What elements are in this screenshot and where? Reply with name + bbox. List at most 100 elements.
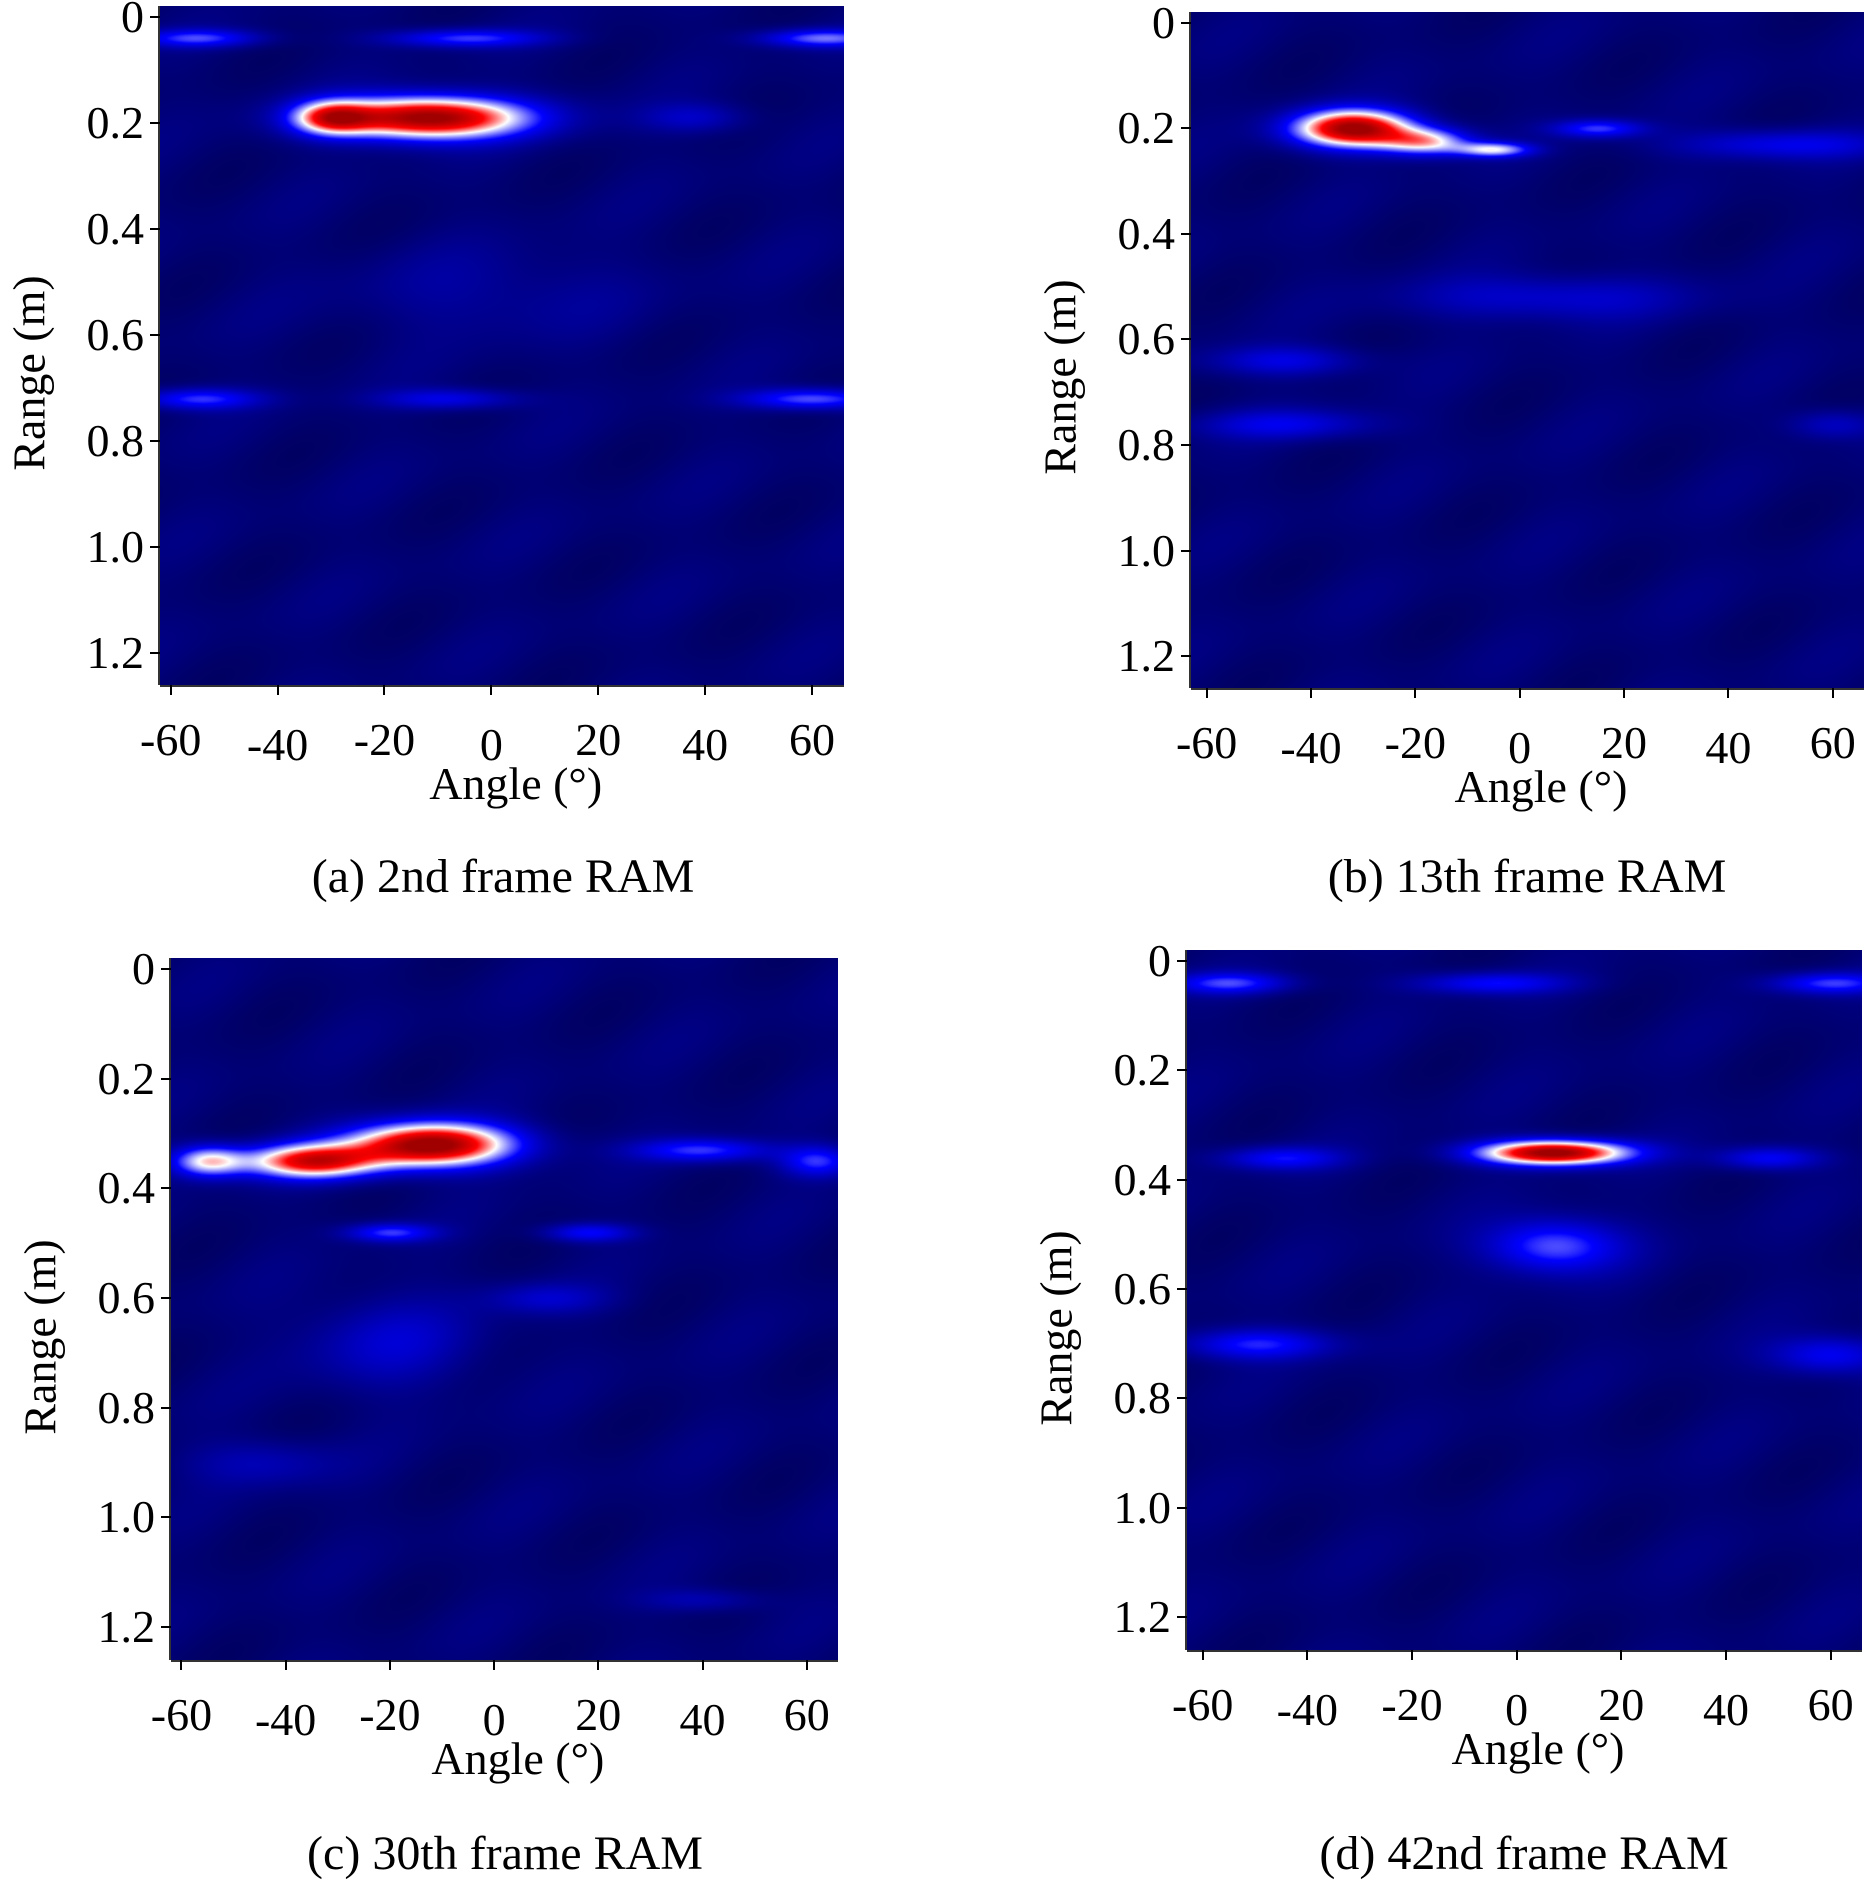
y-tick-mark (161, 967, 171, 970)
x-tick-mark (1724, 1650, 1727, 1660)
x-tick-label: -20 (359, 1689, 421, 1740)
y-axis-label: Range (m) (1030, 1230, 1082, 1426)
y-tick-label: 0.4 (1113, 1153, 1172, 1205)
y-tick-mark (161, 1187, 171, 1190)
y-tick-mark (161, 1297, 171, 1300)
x-tick-label: 0 (1505, 1684, 1529, 1735)
caption: (a) 2nd frame RAM (311, 850, 695, 903)
heatmap-canvas (1187, 950, 1862, 1650)
x-tick-mark (493, 1660, 496, 1670)
x-tick-mark (1515, 1650, 1518, 1660)
x-tick-label: -40 (1276, 1684, 1339, 1735)
x-tick-label: 40 (1705, 722, 1752, 773)
x-tick-label: -60 (1172, 1679, 1234, 1730)
y-tick-mark (1181, 444, 1191, 447)
x-axis-line (160, 685, 844, 687)
x-tick-label: 0 (479, 719, 503, 770)
x-tick-mark (1518, 688, 1521, 698)
x-tick-mark (704, 685, 707, 695)
x-tick-label: 60 (1809, 717, 1856, 768)
x-tick-mark (284, 1660, 287, 1670)
x-axis-line (1187, 1650, 1862, 1652)
x-tick-mark (597, 1660, 600, 1670)
x-tick-mark (1306, 1650, 1309, 1660)
x-axis-label: Angle (°) (431, 1733, 605, 1784)
x-tick-label: 60 (1807, 1679, 1854, 1730)
heatmap-canvas (160, 6, 844, 685)
x-tick-mark (1205, 688, 1208, 698)
caption: (b) 13th frame RAM (1327, 850, 1727, 903)
x-tick-mark (1620, 1650, 1623, 1660)
x-tick-label: 20 (1598, 1679, 1645, 1730)
x-tick-mark (1829, 1650, 1832, 1660)
x-tick-label: 0 (1508, 722, 1532, 773)
x-tick-mark (597, 685, 600, 695)
y-tick-label: 1.2 (1113, 1591, 1172, 1643)
y-tick-mark (1177, 1397, 1187, 1400)
y-tick-label: 1.0 (1113, 1481, 1172, 1533)
x-tick-mark (1623, 688, 1625, 698)
x-tick-mark (388, 1660, 391, 1670)
x-tick-label: -40 (1280, 722, 1342, 773)
x-tick-mark (701, 1660, 704, 1670)
x-tick-label: 20 (575, 1689, 622, 1740)
x-tick-label: 40 (1702, 1684, 1749, 1735)
x-tick-label: 0 (482, 1694, 506, 1745)
x-tick-mark (805, 1660, 808, 1670)
x-tick-label: 60 (783, 1689, 830, 1740)
y-tick-mark (161, 1516, 171, 1519)
x-tick-mark (1411, 1650, 1413, 1660)
y-axis-line (1185, 950, 1187, 1650)
x-tick-mark (490, 685, 493, 695)
y-tick-label: 0.2 (1113, 1044, 1172, 1096)
y-axis-label: Range (m) (1034, 279, 1086, 475)
y-tick-label: 0.6 (97, 1272, 156, 1324)
x-tick-label: -40 (254, 1694, 317, 1745)
x-axis-label: Angle (°) (429, 758, 603, 809)
y-tick-mark (1181, 21, 1191, 24)
x-tick-label: 60 (788, 714, 835, 765)
y-tick-label: 0.2 (1117, 102, 1176, 154)
x-tick-label: -20 (1384, 717, 1446, 768)
y-tick-mark (1177, 1288, 1187, 1291)
y-tick-mark (1181, 127, 1191, 130)
y-tick-mark (1181, 549, 1191, 552)
x-tick-label: -20 (353, 714, 416, 765)
y-tick-label: 1.0 (97, 1491, 156, 1543)
y-tick-label: 0.2 (86, 96, 145, 148)
y-axis-label: Range (m) (14, 1239, 66, 1435)
x-tick-mark (810, 685, 813, 695)
x-tick-mark (1414, 688, 1417, 698)
y-tick-mark (1181, 655, 1191, 658)
y-tick-mark (150, 439, 160, 442)
x-tick-label: 40 (682, 719, 729, 770)
y-tick-label: 0.8 (1117, 419, 1176, 471)
y-tick-label: 1.2 (86, 627, 145, 679)
y-axis-label: Range (m) (3, 274, 55, 471)
x-tick-mark (180, 1660, 183, 1670)
x-axis-line (171, 1660, 838, 1662)
y-tick-label: 0 (121, 0, 144, 42)
y-tick-label: 0.4 (1117, 207, 1176, 259)
y-tick-label: 0 (132, 942, 155, 994)
y-tick-mark (1181, 232, 1191, 235)
y-tick-mark (1177, 1069, 1187, 1072)
y-tick-mark (1177, 959, 1187, 962)
x-axis-line (1191, 688, 1864, 690)
y-tick-label: 0.6 (1117, 313, 1176, 365)
x-axis-label: Angle (°) (1451, 1723, 1625, 1774)
y-tick-label: 0.4 (86, 202, 145, 254)
y-tick-mark (1181, 338, 1191, 341)
heatmap-canvas (1191, 12, 1864, 688)
x-tick-mark (1831, 688, 1834, 698)
caption: (c) 30th frame RAM (307, 1827, 703, 1880)
x-tick-mark (1727, 688, 1730, 698)
x-tick-mark (276, 685, 279, 695)
y-tick-label: 0.2 (97, 1052, 156, 1104)
y-tick-mark (150, 121, 160, 124)
y-tick-label: 1.0 (86, 521, 145, 573)
heatmap-canvas (171, 958, 838, 1660)
y-axis-line (158, 6, 160, 685)
y-tick-label: 0 (1152, 0, 1175, 48)
